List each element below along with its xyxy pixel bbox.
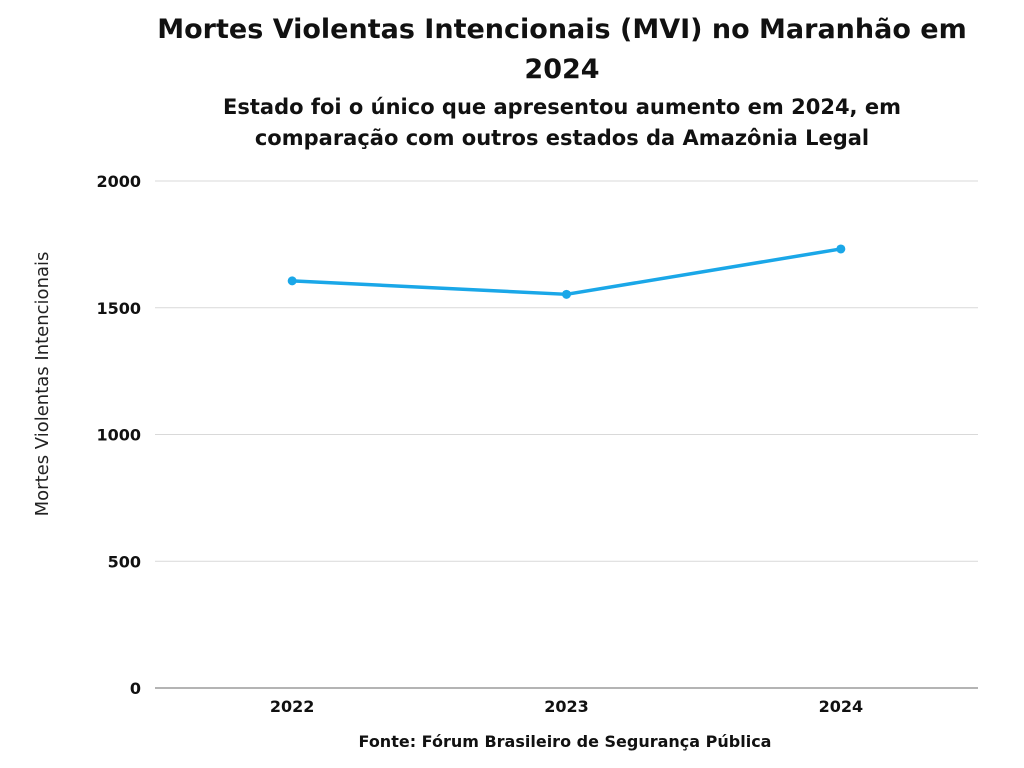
x-tick-label: 2023	[544, 697, 589, 716]
gridlines	[155, 180, 978, 689]
series-line	[290, 247, 843, 297]
y-tick-label: 0	[130, 679, 141, 698]
source-note: Fonte: Fórum Brasileiro de Segurança Púb…	[358, 732, 772, 751]
series-layer	[287, 244, 846, 299]
y-tick-label: 500	[108, 552, 141, 571]
y-axis-ticks: 0 500 1000 1500 2000	[96, 172, 141, 698]
data-point[interactable]	[287, 276, 297, 286]
y-tick-label: 1000	[96, 426, 141, 445]
data-point[interactable]	[562, 289, 571, 299]
x-tick-label: 2022	[270, 697, 315, 716]
chart-title: Mortes Violentas Intencionais (MVI) no M…	[157, 14, 967, 85]
y-axis-title: Mortes Violentas Intencionais	[32, 252, 53, 517]
chart-subtitle: Estado foi o único que apresentou aument…	[223, 95, 901, 150]
y-tick-label: 2000	[96, 172, 141, 191]
x-tick-label: 2024	[819, 697, 864, 716]
x-axis-ticks: 2022 2023 2024	[270, 697, 863, 716]
data-point[interactable]	[836, 244, 846, 254]
y-tick-label: 1500	[96, 299, 141, 318]
